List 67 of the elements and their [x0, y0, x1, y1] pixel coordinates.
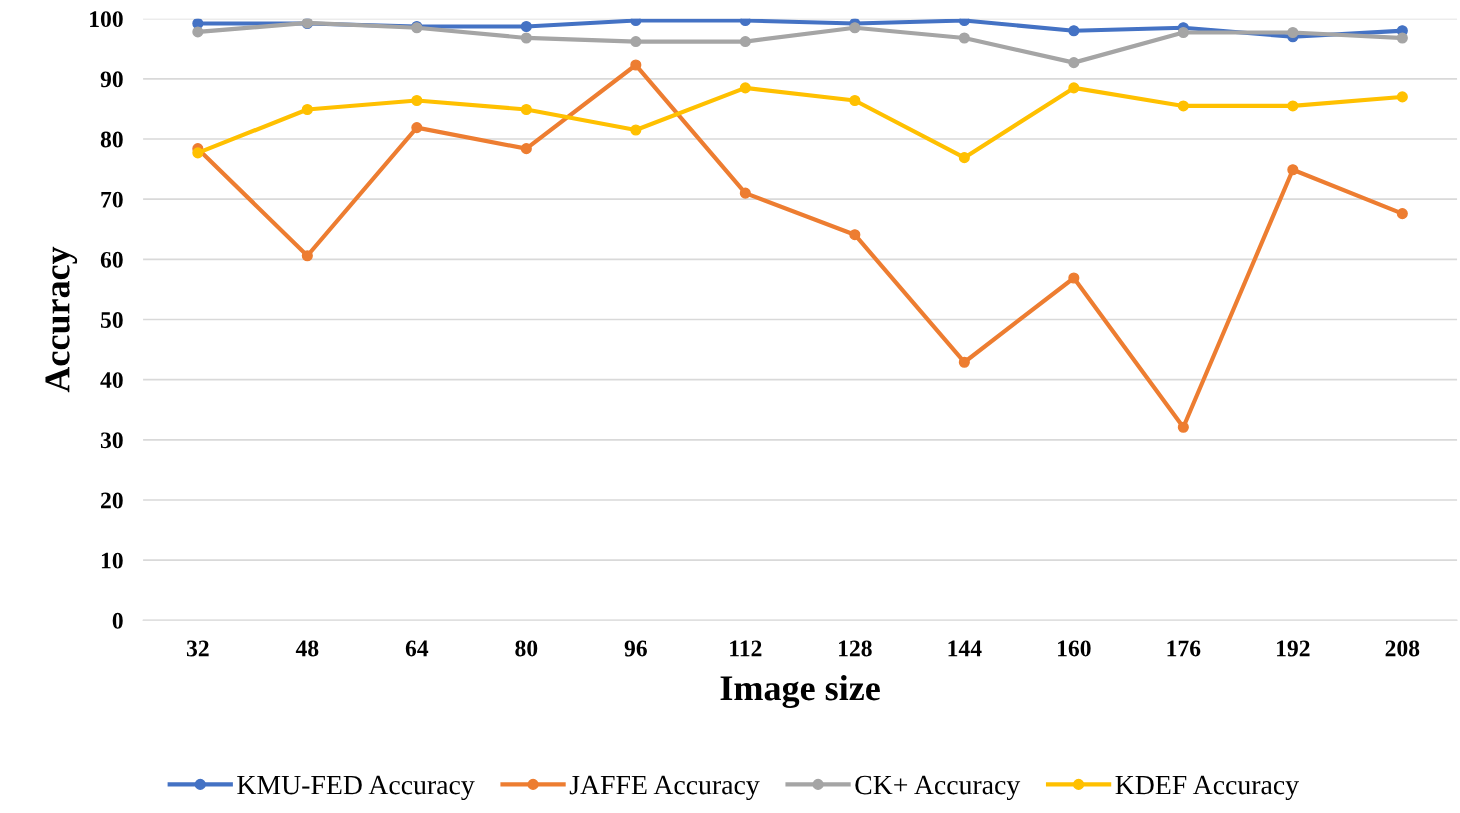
point: [630, 59, 642, 71]
x-tick-label: 144: [948, 640, 982, 657]
y-tick-label: 60: [100, 251, 123, 268]
point: [301, 103, 313, 116]
point: [411, 94, 423, 107]
point: [849, 22, 861, 34]
x-tick-label: 176: [1167, 640, 1201, 657]
point: [958, 356, 970, 368]
legend-label: KDEF Accuracy: [1115, 775, 1299, 801]
point: [1068, 25, 1080, 37]
point: [739, 36, 751, 48]
point: [1177, 421, 1189, 433]
y-axis-title: Accuracy: [45, 246, 78, 393]
point: [192, 26, 204, 38]
point: [849, 229, 861, 241]
point: [1396, 91, 1408, 103]
point: [1068, 57, 1080, 69]
point: [739, 18, 751, 27]
y-tick-label: 50: [100, 312, 123, 328]
point: [958, 32, 970, 44]
x-tick-label: 160: [1058, 640, 1091, 657]
point: [849, 94, 861, 107]
point: [520, 20, 532, 33]
legend-label: CK+ Accuracy: [855, 775, 1021, 801]
x-tick-label: 208: [1385, 640, 1420, 657]
point: [1287, 100, 1299, 112]
y-tick-label: 30: [100, 432, 123, 449]
y-tick-label: 100: [90, 11, 123, 28]
legend-label: KMU-FED Accuracy: [237, 775, 475, 801]
point: [192, 147, 204, 159]
point: [958, 152, 970, 164]
x-tick-label: 48: [295, 640, 319, 657]
x-tick-label: 32: [186, 640, 209, 657]
point: [520, 143, 532, 155]
point: [739, 82, 751, 94]
point: [1396, 208, 1408, 220]
x-tick-label: 64: [405, 640, 429, 657]
x-axis-title: Image size: [720, 675, 880, 709]
point: [520, 103, 532, 116]
x-tick-label: 192: [1277, 640, 1310, 657]
point: [630, 36, 642, 48]
point: [411, 122, 423, 134]
point: [301, 250, 313, 262]
y-tick-label: 40: [100, 372, 123, 389]
x-tick-label: 128: [839, 640, 872, 657]
x-tick-label: 80: [515, 640, 538, 657]
point: [1287, 164, 1299, 176]
point: [630, 124, 642, 136]
y-tick-label: 0: [112, 612, 123, 629]
point: [1068, 272, 1080, 284]
point: [630, 18, 642, 27]
y-tick-label: 20: [101, 492, 123, 509]
y-tick-label: 70: [101, 191, 123, 208]
point: [1068, 82, 1080, 94]
point: [1287, 26, 1299, 39]
point: [958, 18, 970, 27]
point: [520, 32, 532, 44]
point: [1396, 32, 1408, 44]
point: [1177, 100, 1189, 112]
point: [739, 187, 751, 199]
point: [1177, 26, 1189, 39]
y-tick-label: 80: [100, 131, 123, 148]
y-tick-label: 90: [100, 71, 123, 88]
x-tick-label: 112: [730, 640, 762, 657]
y-tick-label: 10: [101, 552, 123, 569]
x-tick-label: 96: [624, 640, 647, 657]
legend-label: JAFFE Accuracy: [569, 775, 760, 801]
